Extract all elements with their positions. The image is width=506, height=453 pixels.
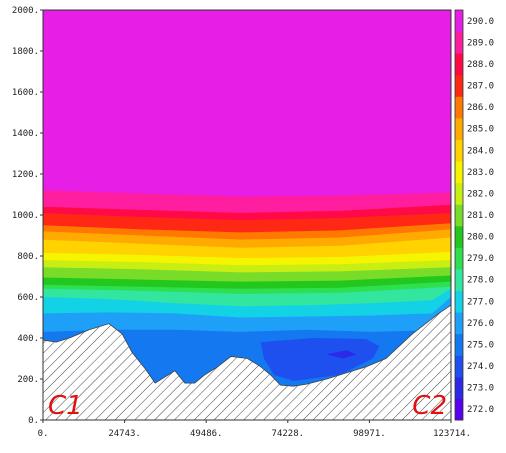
colorbar-swatch	[455, 31, 463, 54]
colorbar-label: 280.0	[467, 233, 494, 243]
colorbar-swatch	[455, 204, 463, 227]
contour-region	[326, 350, 357, 359]
colorbar-swatch	[455, 10, 463, 33]
y-tick-label: 1600.	[12, 88, 39, 98]
colorbar-swatch	[455, 333, 463, 356]
y-tick-label: 600.	[17, 293, 39, 303]
colorbar-swatch	[455, 161, 463, 184]
y-tick-label: 0.	[28, 416, 39, 426]
y-tick-label: 1800.	[12, 47, 39, 57]
colorbar-swatch	[455, 53, 463, 76]
x-tick-label: 0.	[38, 429, 49, 439]
y-axis: 0. 200. 400. 600. 800. 1000. 1200. 1400. 1600. 18…	[12, 6, 43, 426]
plot-area	[43, 10, 451, 420]
y-tick-label: 800.	[17, 252, 39, 262]
y-tick-label: 1000.	[12, 211, 39, 221]
colorbar: 272.0 273.0 274.0 275.0 276.0 277.0 278.0 279.0…	[454, 9, 494, 421]
colorbar-swatch	[455, 247, 463, 270]
y-tick-label: 1200.	[12, 170, 39, 180]
colorbar-swatch	[455, 139, 463, 162]
colorbar-swatch	[455, 398, 463, 421]
x-tick-label: 123714.	[433, 429, 471, 439]
colorbar-label: 281.0	[467, 211, 494, 221]
colorbar-swatch	[455, 117, 463, 140]
y-tick-label: 400.	[17, 334, 39, 344]
colorbar-swatch	[455, 182, 463, 205]
colorbar-label: 288.0	[467, 60, 494, 70]
terrain	[43, 304, 451, 420]
colorbar-label: 278.0	[467, 276, 494, 286]
colorbar-label: 279.0	[467, 254, 494, 264]
colorbar-label: 276.0	[467, 319, 494, 329]
annotations: C1 C2	[48, 391, 447, 421]
x-tick-label: 49486.	[190, 429, 223, 439]
y-tick-label: 1400.	[12, 129, 39, 139]
colorbar-swatch	[455, 312, 463, 335]
annotation-c1: C1	[48, 391, 83, 421]
colorbar-swatch	[455, 96, 463, 119]
colorbar-label: 273.0	[467, 384, 494, 394]
colorbar-frame	[454, 9, 464, 421]
annotation-c2: C2	[412, 391, 447, 421]
colorbar-label: 290.0	[467, 17, 494, 27]
y-tick-label: 2000.	[12, 6, 39, 16]
x-tick-label: 24743.	[108, 429, 141, 439]
contour-region	[260, 338, 380, 382]
colorbar-label: 287.0	[467, 82, 494, 92]
colorbar-swatch	[455, 355, 463, 378]
colorbar-label: 285.0	[467, 125, 494, 135]
colorbar-label: 274.0	[467, 362, 494, 372]
colorbar-label: 283.0	[467, 168, 494, 178]
colorbar-swatch	[455, 225, 463, 248]
colorbar-swatch	[455, 268, 463, 292]
x-axis: 0. 24743. 49486. 74228. 98971. 123714.	[38, 420, 471, 439]
colorbar-swatch	[455, 376, 463, 399]
colorbar-label: 282.0	[467, 189, 494, 199]
colorbar-label: 275.0	[467, 340, 494, 350]
colorbar-label: 289.0	[467, 38, 494, 48]
y-tick-label: 200.	[17, 375, 39, 385]
colorbar-label: 286.0	[467, 103, 494, 113]
colorbar-swatch	[455, 74, 463, 97]
x-tick-label: 98971.	[353, 429, 386, 439]
colorbar-label: 277.0	[467, 297, 494, 307]
x-tick-label: 74228.	[272, 429, 305, 439]
colorbar-label: 284.0	[467, 146, 494, 156]
colorbar-swatch	[455, 290, 463, 313]
colorbar-label: 272.0	[467, 405, 494, 415]
